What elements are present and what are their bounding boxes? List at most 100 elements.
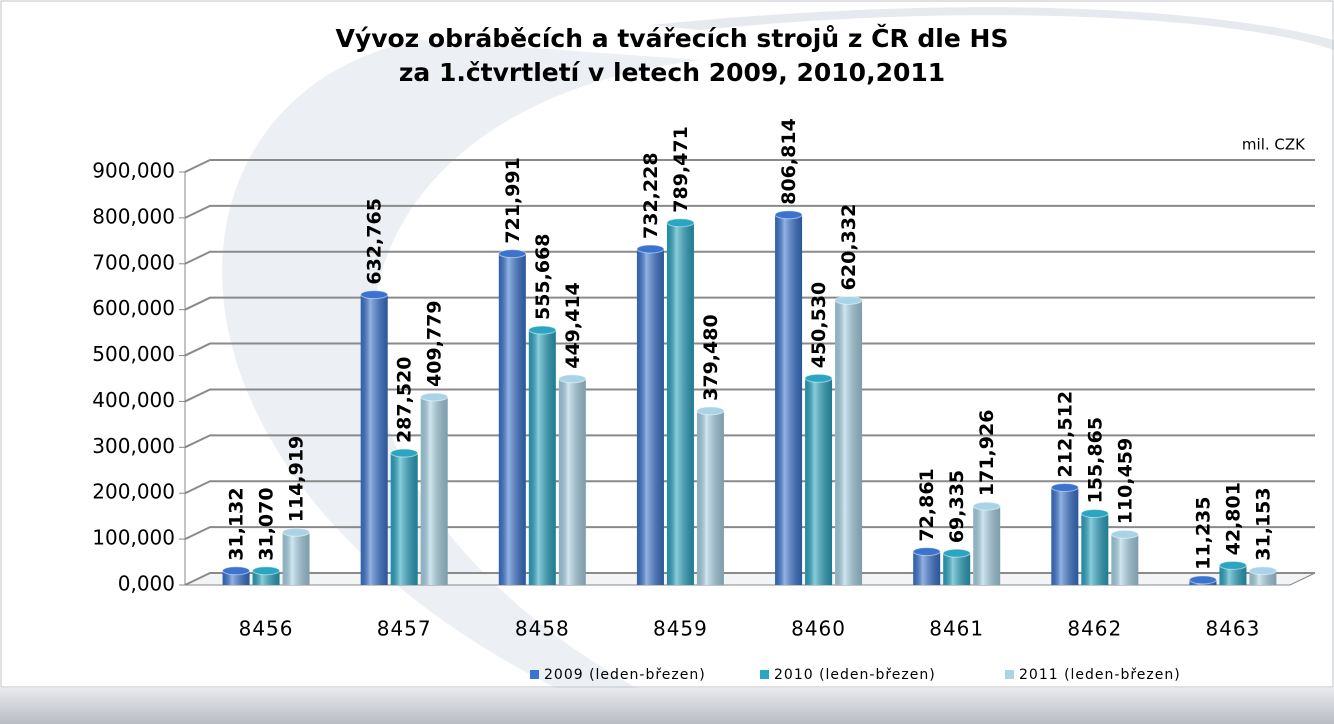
footer-band bbox=[0, 688, 1334, 724]
legend-label: 2011 (leden-březen) bbox=[1019, 667, 1181, 683]
bar-top bbox=[1248, 566, 1277, 576]
data-label: 409,779 bbox=[424, 300, 446, 387]
bar-shade bbox=[636, 248, 664, 585]
bar-shade bbox=[696, 410, 724, 585]
y-tick-label: 500,000 bbox=[92, 342, 175, 366]
bar-group bbox=[834, 295, 863, 585]
bar-group bbox=[252, 566, 281, 585]
bar-group bbox=[666, 218, 695, 586]
y-tick-label: 200,000 bbox=[92, 480, 175, 504]
bar-top bbox=[636, 244, 665, 254]
bar-top bbox=[912, 547, 941, 557]
bar-group bbox=[972, 501, 1001, 585]
bar-shade bbox=[913, 551, 941, 585]
bar-top bbox=[1110, 529, 1139, 539]
y-tick-label: 0,000 bbox=[118, 572, 175, 596]
x-tick-label: 8456 bbox=[239, 617, 294, 641]
x-tick-label: 8462 bbox=[1067, 617, 1122, 641]
bar-top bbox=[498, 249, 527, 259]
legend-swatch bbox=[1005, 670, 1014, 679]
bar-shade bbox=[775, 214, 803, 585]
x-tick-label: 8459 bbox=[653, 617, 708, 641]
legend-swatch bbox=[760, 670, 769, 679]
data-label: 69,335 bbox=[946, 470, 968, 543]
y-tick-label: 900,000 bbox=[92, 159, 175, 183]
grid-line bbox=[184, 434, 1315, 449]
data-label: 31,153 bbox=[1252, 487, 1274, 560]
bar-top bbox=[222, 566, 251, 576]
grid-line bbox=[184, 526, 1315, 541]
bar-group bbox=[558, 374, 587, 585]
bar-group bbox=[222, 566, 251, 585]
floor bbox=[184, 572, 1316, 586]
bar-group bbox=[360, 290, 389, 585]
x-tick-label: 8457 bbox=[377, 617, 432, 641]
data-label: 72,861 bbox=[916, 468, 938, 541]
y-tick-label: 100,000 bbox=[92, 526, 175, 550]
bar-shade bbox=[528, 330, 556, 585]
bar-top bbox=[834, 295, 863, 305]
legend-label: 2009 (leden-březen) bbox=[544, 667, 706, 683]
data-label: 789,471 bbox=[670, 126, 692, 213]
data-label: 11,235 bbox=[1192, 497, 1214, 570]
bar-top bbox=[360, 290, 389, 300]
legend-swatch bbox=[530, 670, 539, 679]
bar-group bbox=[636, 244, 665, 585]
data-label: 449,414 bbox=[562, 282, 584, 369]
frame bbox=[0, 0, 1334, 688]
bar-group bbox=[390, 448, 419, 585]
data-label: 732,228 bbox=[640, 152, 662, 239]
y-tick-label: 300,000 bbox=[92, 434, 175, 458]
bar-shade bbox=[943, 553, 971, 585]
bar-group bbox=[1080, 508, 1109, 585]
bar-group bbox=[774, 210, 803, 585]
bar-top bbox=[972, 501, 1001, 511]
chart-subtitle: za 1.čtvrtletí v letech 2009, 2010,2011 bbox=[399, 58, 945, 87]
bar-shade bbox=[360, 294, 388, 585]
x-tick-label: 8461 bbox=[929, 617, 984, 641]
bar-shade bbox=[973, 506, 1001, 585]
bar-top bbox=[252, 566, 281, 576]
bar-group bbox=[498, 249, 527, 586]
bar-top bbox=[1188, 575, 1217, 585]
grid-line bbox=[184, 296, 1315, 311]
decoration bbox=[650, 7, 1334, 50]
grid-line bbox=[184, 342, 1315, 357]
bar-shade bbox=[1081, 513, 1109, 585]
y-tick-label: 700,000 bbox=[92, 250, 175, 274]
data-label: 287,520 bbox=[394, 357, 416, 444]
chart-title: Vývoz obráběcích a tvářecích strojů z ČR… bbox=[336, 23, 1009, 53]
bar-top bbox=[696, 406, 725, 416]
bar-shade bbox=[390, 453, 418, 585]
data-label: 379,480 bbox=[700, 314, 722, 401]
bar-shade bbox=[1111, 534, 1139, 585]
bar-top bbox=[558, 374, 587, 384]
data-label: 31,070 bbox=[256, 487, 278, 560]
bar-group bbox=[942, 548, 971, 585]
bar-top bbox=[942, 548, 971, 558]
x-tick-label: 8458 bbox=[515, 617, 570, 641]
data-label: 555,668 bbox=[532, 233, 554, 320]
bar-group bbox=[1248, 566, 1277, 585]
data-label: 806,814 bbox=[778, 118, 800, 205]
grid-line bbox=[184, 480, 1315, 495]
bar-top bbox=[420, 392, 449, 402]
data-label: 632,765 bbox=[364, 198, 386, 285]
grid-line bbox=[184, 388, 1315, 403]
bar-top bbox=[804, 373, 833, 383]
y-tick-label: 400,000 bbox=[92, 388, 175, 412]
bar-top bbox=[390, 448, 419, 458]
x-tick-label: 8463 bbox=[1205, 617, 1260, 641]
bar-group bbox=[282, 527, 311, 585]
data-label: 155,865 bbox=[1084, 417, 1106, 504]
bar-group bbox=[1188, 575, 1217, 585]
data-label: 31,132 bbox=[226, 487, 248, 560]
bar-group bbox=[912, 547, 941, 585]
data-label: 620,332 bbox=[838, 204, 860, 291]
bar-shade bbox=[835, 300, 863, 585]
bar-top bbox=[282, 527, 311, 537]
unit-label: mil. CZK bbox=[1242, 136, 1306, 154]
data-label: 212,512 bbox=[1054, 391, 1076, 478]
bar-top bbox=[1218, 560, 1247, 570]
